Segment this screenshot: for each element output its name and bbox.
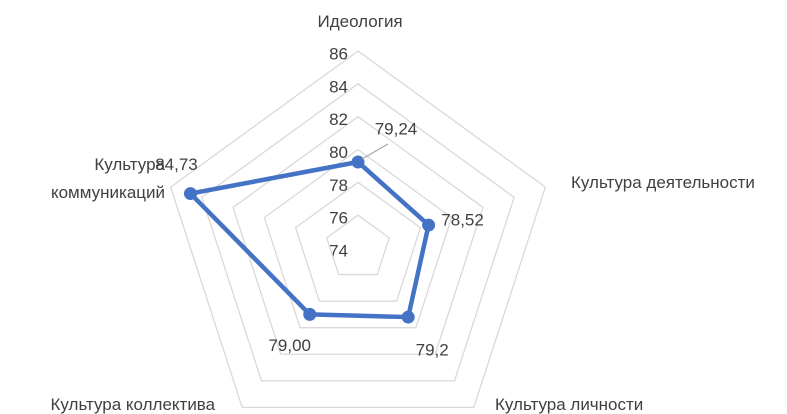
data-point [401,310,415,324]
data-point [303,307,317,321]
grid-ring [294,181,422,302]
r-tick-label: 84 [329,77,348,96]
category-label: Идеология [317,12,403,31]
data-point [351,155,365,169]
data-label: 79,00 [268,336,311,355]
data-point [183,187,197,201]
grid-ring [169,50,547,409]
grid-ring [232,115,484,355]
grid-ring [201,83,515,382]
r-tick-label: 86 [329,44,348,63]
r-tick-label: 82 [329,110,348,129]
category-label: Культура деятельности [571,173,755,192]
data-label: 78,52 [441,211,484,230]
grid-ring [263,148,453,329]
grid-ring [326,214,390,276]
category-label: Культура коллектива [50,395,216,414]
data-label: 84,73 [155,155,198,174]
data-label: 79,2 [416,341,449,360]
category-label: Культура личности [495,395,644,414]
series-line [188,159,431,320]
r-tick-label: 78 [329,176,348,195]
category-label: Культура коммуникаций [50,155,165,202]
data-point [422,218,436,232]
data-label: 79,24 [375,119,418,138]
leader-line [361,143,389,160]
r-tick-label: 76 [329,209,348,228]
r-tick-label: 80 [329,143,348,162]
r-tick-label: 74 [329,241,348,260]
